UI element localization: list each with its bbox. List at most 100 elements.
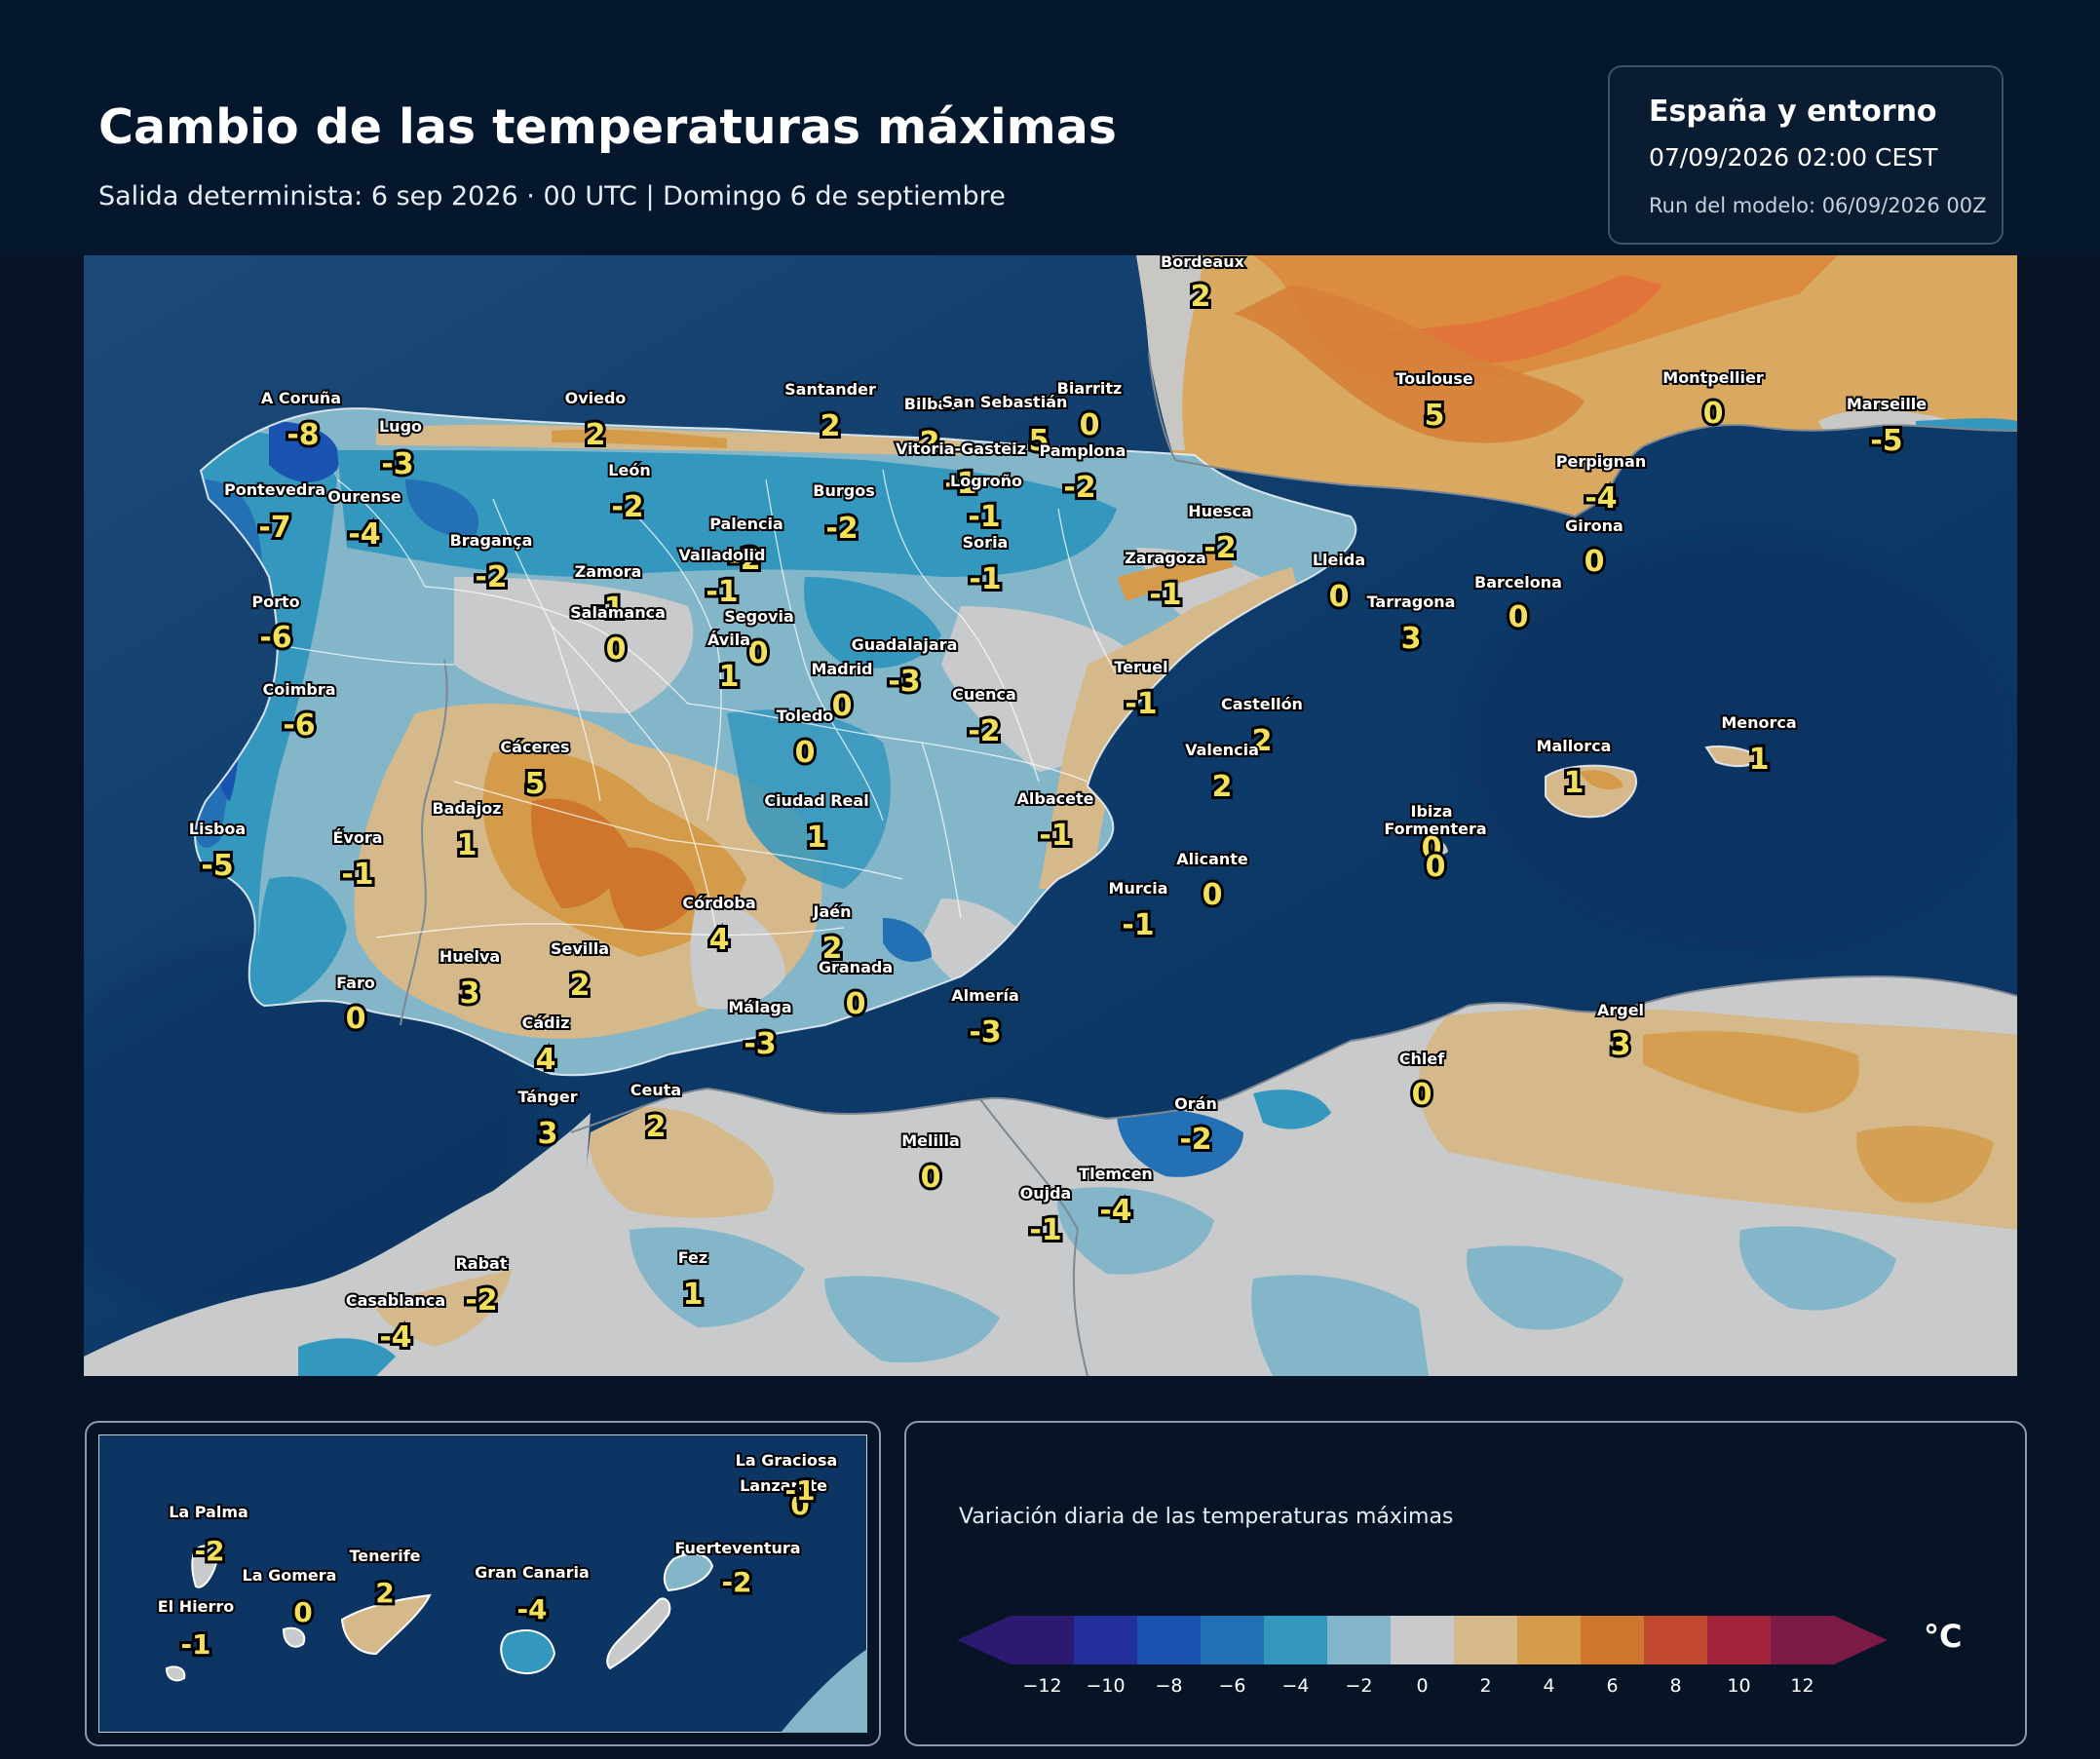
city-value-perpignan: -4 [1585,481,1617,516]
city-label-sevilla: Sevilla [551,939,609,958]
city-label-salamanca: Salamanca [570,603,666,622]
legend-tick: −6 [1218,1675,1245,1697]
city-label-zaragoza: Zaragoza [1125,549,1206,567]
la-palma-island [191,1545,219,1588]
city-label-teruel: Teruel [1114,658,1167,676]
city-label-oviedo: Oviedo [565,389,627,407]
city-value-huesca: -2 [1203,531,1236,565]
city-value-zamora: -1 [592,592,624,626]
el-hierro-island [165,1665,186,1682]
info-region: España y entorno [1649,95,1937,129]
city-label-barcelona: Barcelona [1474,573,1562,592]
info-box: España y entorno 07/09/2026 02:00 CEST R… [1608,65,2004,245]
city-label-tanger: Tánger [517,1088,577,1106]
legend-swatch [1707,1616,1772,1664]
canary-label-la-palma: La Palma [169,1503,248,1521]
legend-swatch [1011,1616,1075,1664]
city-value-rabat: -2 [465,1283,497,1318]
city-value-toulouse: 5 [1425,399,1445,433]
canary-value-la-graciosa: 0 [790,1489,809,1521]
legend-tick: −8 [1155,1675,1182,1697]
city-label-formentera: Formentera [1384,820,1486,838]
city-value-valencia: 2 [1212,770,1233,804]
city-label-madrid: Madrid [812,660,873,678]
legend-tick: 10 [1727,1675,1750,1697]
city-label-faro: Faro [336,974,375,992]
city-value-albacete: -1 [1039,819,1071,853]
legend-unit: °C [1924,1618,1963,1655]
canary-label-gran-canaria: Gran Canaria [475,1563,590,1582]
city-value-malaga: -3 [744,1027,776,1061]
canary-label-la-graciosa: La Graciosa [736,1451,838,1470]
city-value-braganca: -2 [475,560,507,594]
city-label-santander: Santander [784,380,876,399]
city-label-vitoria-gasteiz: Vitoria-Gasteiz [896,440,1026,458]
city-label-evora: Évora [332,828,382,847]
legend-swatch [1454,1616,1518,1664]
city-value-barcelona: 0 [1508,600,1529,634]
city-label-pamplona: Pamplona [1040,441,1126,460]
legend-tick: −12 [1022,1675,1061,1697]
legend-tick: −10 [1086,1675,1125,1697]
city-label-malaga: Málaga [728,998,791,1016]
city-value-tarragona: 3 [1401,622,1422,656]
city-label-fez: Fez [678,1248,707,1267]
legend-tick: 8 [1669,1675,1681,1697]
city-value-santander: 2 [821,409,841,443]
city-value-cordoba: 4 [709,923,730,957]
lanzarote-island [663,1552,714,1592]
info-model-run: Run del modelo: 06/09/2026 00Z [1649,194,1987,217]
city-label-marseille: Marseille [1847,395,1927,413]
city-label-san-sebastian: San Sebastián [942,393,1068,411]
legend-swatch [1644,1616,1708,1664]
city-label-burgos: Burgos [813,481,874,500]
city-value-a-coruna: -8 [286,418,319,452]
legend-extend-low [957,1616,1011,1664]
city-label-alicante: Alicante [1176,850,1248,868]
city-label-mallorca: Mallorca [1537,737,1612,755]
city-value-marseille: -5 [1870,424,1902,458]
city-label-lugo: Lugo [379,417,422,436]
city-value-girona: 0 [1585,545,1605,579]
city-value-madrid: 0 [832,689,853,723]
city-value-melilla: 0 [921,1161,941,1195]
city-value-coimbra: -6 [283,708,315,743]
city-label-rabat: Rabat [455,1254,507,1273]
city-value-porto: -6 [259,621,291,655]
city-value-salamanca: 0 [606,632,627,667]
legend-swatch [1137,1616,1202,1664]
city-label-leon: León [608,461,650,479]
city-label-cadiz: Cádiz [522,1013,570,1032]
info-valid-time: 07/09/2026 02:00 CEST [1649,143,1938,172]
city-label-soria: Soria [963,533,1009,552]
city-label-logrono: Logroño [950,472,1022,490]
canary-label-el-hierro: El Hierro [158,1597,234,1616]
legend-tick: 6 [1606,1675,1618,1697]
city-label-porto: Porto [251,593,299,611]
legend-swatch [1264,1616,1328,1664]
city-value-burgos: -2 [825,512,858,546]
canary-value-lanzarote: -1 [784,1474,815,1507]
legend-swatch [1771,1616,1835,1664]
city-value-almeria: -3 [969,1015,1001,1050]
city-value-oran: -2 [1179,1123,1211,1157]
city-value-evora: -1 [341,858,373,892]
city-value-alicante: 0 [1203,878,1223,912]
city-label-ceuta: Ceuta [630,1081,681,1099]
city-value-formentera: 0 [1426,850,1446,884]
city-value-ceuta: 2 [646,1110,667,1144]
city-value-jaen: 2 [822,932,843,966]
city-label-cordoba: Córdoba [682,894,755,912]
city-label-perpignan: Perpignan [1556,452,1646,471]
city-value-murcia: -1 [1122,908,1154,942]
legend-tick: −4 [1281,1675,1309,1697]
canary-label-fuerteventura: Fuerteventura [674,1539,800,1557]
city-label-guadalajara: Guadalajara [852,635,958,654]
city-label-toledo: Toledo [777,707,834,725]
city-label-caceres: Cáceres [500,738,569,756]
city-label-ibiza: Ibiza [1411,802,1453,821]
page-subtitle: Salida determinista: 6 sep 2026 · 00 UTC… [98,181,1006,211]
legend-tick: 2 [1479,1675,1491,1697]
city-label-albacete: Albacete [1017,789,1094,808]
